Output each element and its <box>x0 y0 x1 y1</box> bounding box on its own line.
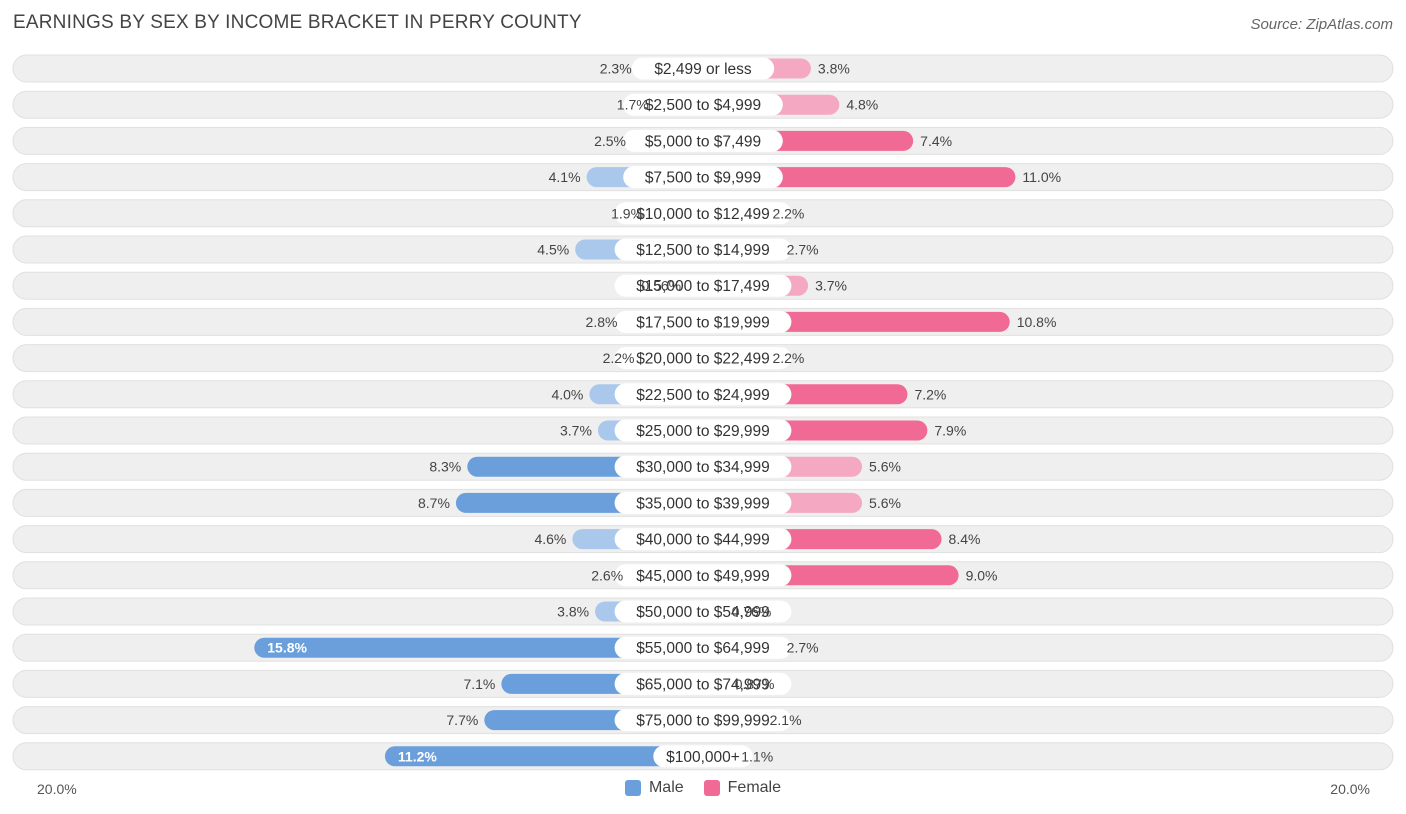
male-value-label: 7.1% <box>463 676 495 692</box>
category-label-pill <box>614 419 792 442</box>
category-label: $35,000 to $39,999 <box>636 495 770 512</box>
source-label: Source: ZipAtlas.com <box>1250 16 1393 33</box>
male-value-label: 3.7% <box>560 423 592 439</box>
female-value-label: 9.0% <box>966 567 998 583</box>
female-value-label: 2.7% <box>787 242 819 258</box>
male-value-label: 4.6% <box>534 531 566 547</box>
category-label: $2,499 or less <box>654 61 752 78</box>
male-value-label: 2.5% <box>594 133 626 149</box>
category-label-pill <box>614 383 792 406</box>
category-label: $50,000 to $54,999 <box>636 604 770 621</box>
male-value-label: 2.3% <box>600 61 632 77</box>
category-label-pill <box>614 491 792 514</box>
category-label-pill <box>614 347 792 370</box>
male-value-label: 4.1% <box>549 169 581 185</box>
female-value-label: 3.7% <box>815 278 847 294</box>
male-value-label: 8.7% <box>418 495 450 511</box>
male-value-label: 8.3% <box>429 459 461 475</box>
chart-title: EARNINGS BY SEX BY INCOME BRACKET IN PER… <box>13 12 582 33</box>
category-label-pill <box>653 745 753 768</box>
female-value-label: 2.2% <box>772 350 804 366</box>
female-value-label: 5.6% <box>869 495 901 511</box>
category-label: $5,000 to $7,499 <box>645 133 761 150</box>
category-label: $17,500 to $19,999 <box>636 314 770 331</box>
legend: Male Female <box>0 779 1406 797</box>
female-value-label: 0.87% <box>735 676 775 692</box>
female-value-label: 10.8% <box>1017 314 1057 330</box>
category-label: $75,000 to $99,999 <box>636 713 770 730</box>
category-label: $2,500 to $4,999 <box>645 97 761 114</box>
female-value-label: 2.2% <box>772 205 804 221</box>
category-label-pill <box>623 166 783 189</box>
category-label-pill <box>614 709 792 732</box>
category-label-pill <box>614 202 792 225</box>
category-label: $12,500 to $14,999 <box>636 242 770 259</box>
male-value-label: 4.5% <box>537 242 569 258</box>
female-value-label: 7.9% <box>934 423 966 439</box>
legend-swatch-female <box>703 780 720 796</box>
category-label: $45,000 to $49,999 <box>636 568 770 585</box>
female-value-label: 11.0% <box>1022 169 1061 185</box>
male-value-label: 2.6% <box>591 567 623 583</box>
category-label-pill <box>614 564 792 587</box>
category-label-pill <box>614 274 792 297</box>
category-label-pill <box>614 528 792 551</box>
axis-right-label: 20.0% <box>1330 781 1370 797</box>
male-value-label: 1.7% <box>617 97 649 113</box>
category-label: $100,000+ <box>666 749 740 766</box>
legend-label-female: Female <box>727 779 782 796</box>
category-label: $65,000 to $74,999 <box>636 676 770 693</box>
category-label: $7,500 to $9,999 <box>645 170 761 187</box>
category-label: $22,500 to $24,999 <box>636 387 770 404</box>
category-label-pill <box>623 129 783 152</box>
male-value-label: 15.8% <box>267 640 307 656</box>
category-label: $55,000 to $64,999 <box>636 640 770 657</box>
category-label: $15,000 to $17,499 <box>636 278 770 295</box>
male-value-label: 1.9% <box>611 205 643 221</box>
female-value-label: 4.8% <box>846 97 878 113</box>
male-value-label: 2.8% <box>586 314 618 330</box>
male-bar <box>254 637 703 658</box>
legend-item-female: Female <box>703 779 782 797</box>
female-value-label: 8.4% <box>949 531 981 547</box>
male-value-label: 11.2% <box>398 748 437 764</box>
male-value-label: 2.2% <box>603 350 635 366</box>
male-value-label: 3.8% <box>557 604 589 620</box>
female-value-label: 3.8% <box>818 61 850 77</box>
legend-swatch-male <box>624 780 641 796</box>
female-value-label: 5.6% <box>869 459 901 475</box>
female-value-label: 2.1% <box>770 712 802 728</box>
category-label: $40,000 to $44,999 <box>636 532 770 549</box>
category-label-pill <box>614 600 792 623</box>
category-label-pill <box>614 310 792 333</box>
category-label-pill <box>614 238 792 261</box>
category-label-pill <box>614 672 792 695</box>
category-label: $10,000 to $12,499 <box>636 206 770 223</box>
axis-left-label: 20.0% <box>37 781 77 797</box>
category-label-pill <box>631 57 775 80</box>
female-value-label: 1.1% <box>741 748 773 764</box>
category-label: $30,000 to $34,999 <box>636 459 770 476</box>
legend-item-male: Male <box>624 779 684 797</box>
category-label-pill <box>623 93 783 116</box>
male-value-label: 7.7% <box>446 712 478 728</box>
female-value-label: 0.76% <box>732 604 772 620</box>
category-label-pill <box>614 455 792 478</box>
male-bar <box>384 746 703 767</box>
male-value-label: 0.56% <box>641 278 681 294</box>
legend-label-male: Male <box>648 779 684 796</box>
category-label: $25,000 to $29,999 <box>636 423 770 440</box>
female-value-label: 7.4% <box>920 133 952 149</box>
category-label: $20,000 to $22,499 <box>636 351 770 368</box>
female-value-label: 2.7% <box>787 640 819 656</box>
male-value-label: 4.0% <box>551 386 583 402</box>
category-label-pill <box>614 636 792 659</box>
female-value-label: 7.2% <box>914 386 946 402</box>
